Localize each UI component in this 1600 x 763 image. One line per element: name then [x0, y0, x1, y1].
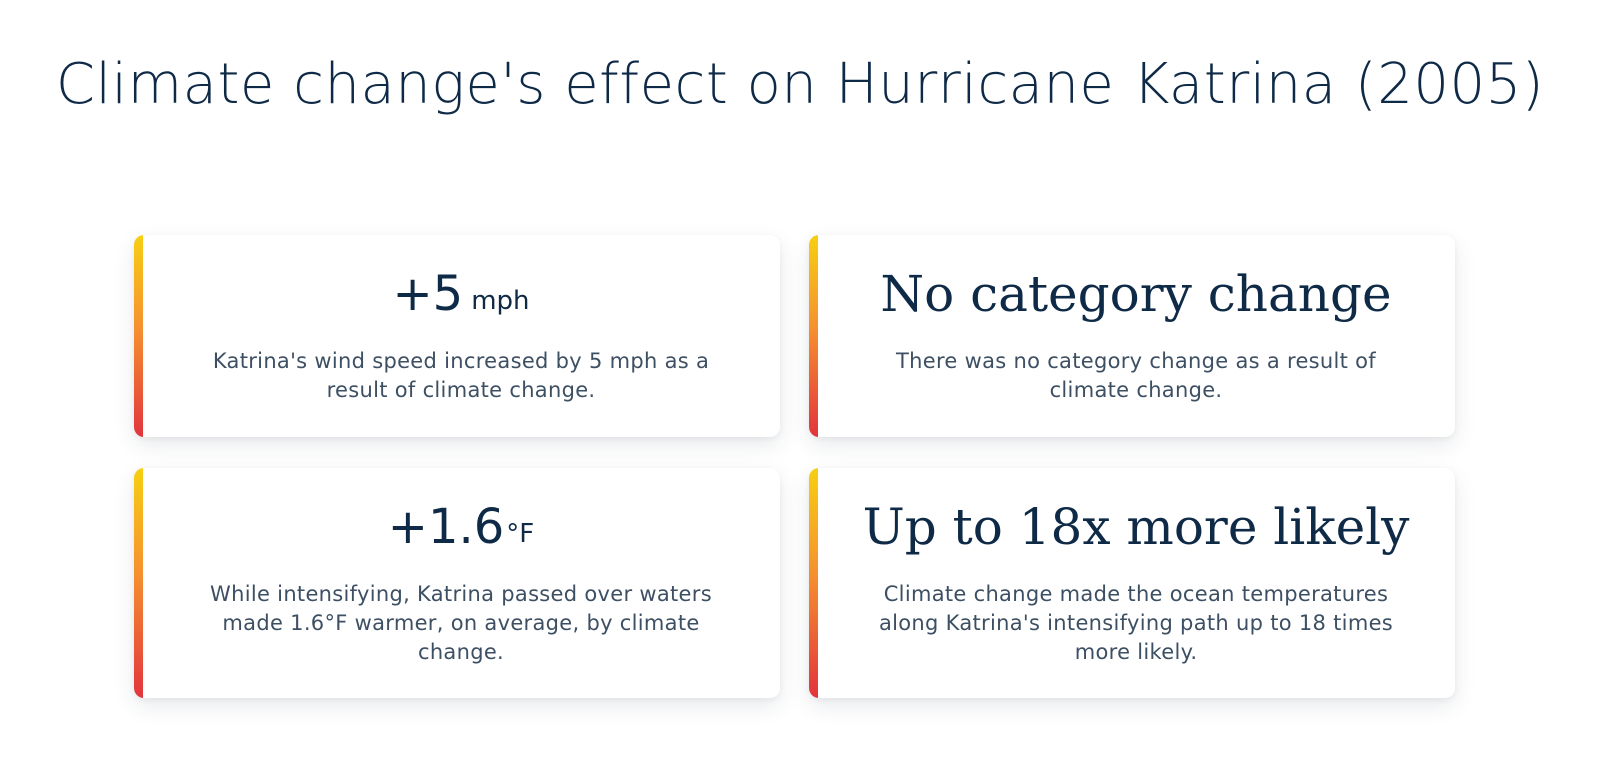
wind-speed-unit: mph [471, 286, 530, 316]
card-accent-bar [809, 468, 818, 698]
category-headline: No category change [880, 265, 1392, 323]
category-description: There was no category change as a result… [895, 349, 1377, 402]
likelihood-stat: Up to 18x more likely [857, 496, 1415, 558]
category-card: No category change There was no category… [809, 235, 1455, 437]
card-accent-bar [134, 235, 143, 437]
card-accent-bar [809, 235, 818, 437]
page-title: Climate change's effect on Hurricane Kat… [55, 52, 1545, 117]
water-temperature-card: +1.6 °F While intensifying, Katrina pass… [134, 468, 780, 698]
likelihood-description: Climate change made the ocean temperatur… [878, 582, 1394, 664]
water-temperature-description: While intensifying, Katrina passed over … [210, 582, 712, 664]
water-temperature-stat: +1.6 °F [182, 496, 740, 558]
likelihood-headline: Up to 18x more likely [862, 498, 1410, 556]
water-temperature-unit: °F [506, 519, 535, 549]
wind-speed-stat: +5 mph [182, 263, 740, 325]
likelihood-card: Up to 18x more likely Climate change mad… [809, 468, 1455, 698]
category-stat: No category change [857, 263, 1415, 325]
wind-speed-value: +5 [392, 266, 464, 322]
wind-speed-card: +5 mph Katrina's wind speed increased by… [134, 235, 780, 437]
card-accent-bar [134, 468, 143, 698]
stat-cards-grid: +5 mph Katrina's wind speed increased by… [134, 235, 1455, 698]
wind-speed-description: Katrina's wind speed increased by 5 mph … [212, 349, 710, 402]
water-temperature-value: +1.6 [387, 499, 505, 555]
